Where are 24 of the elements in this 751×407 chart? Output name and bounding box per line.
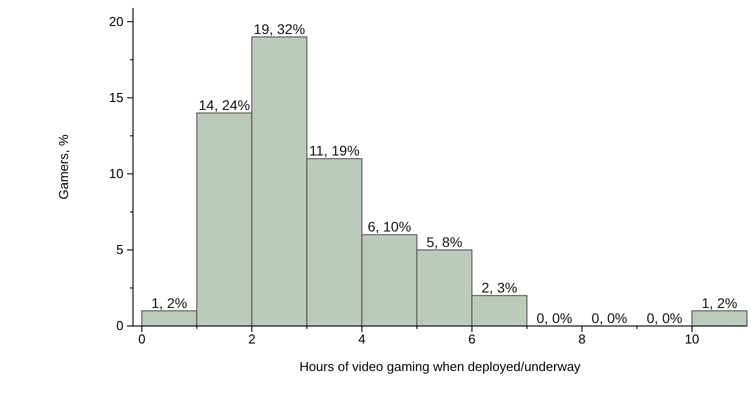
data-label: 11, 19% bbox=[309, 142, 360, 159]
y-tick-label: 20 bbox=[109, 14, 124, 29]
x-axis-title: Hours of video gaming when deployed/underway bbox=[299, 359, 582, 374]
x-tick-label: 4 bbox=[358, 331, 366, 346]
y-tick-label: 0 bbox=[116, 318, 124, 334]
data-label: 2, 3% bbox=[482, 280, 518, 296]
data-label: 5, 8% bbox=[426, 234, 462, 250]
data-label: 0, 0% bbox=[592, 310, 628, 326]
x-tick-label: 6 bbox=[468, 331, 476, 346]
x-tick-label: 0 bbox=[138, 331, 146, 346]
y-axis-title: Gamers, % bbox=[56, 134, 71, 200]
data-label: 19, 32% bbox=[254, 20, 306, 37]
data-label: 0, 0% bbox=[646, 310, 682, 326]
y-tick-label: 15 bbox=[109, 90, 124, 105]
data-label: 0, 0% bbox=[536, 310, 572, 326]
x-tick-label: 10 bbox=[684, 331, 700, 346]
x-tick-label: 8 bbox=[578, 331, 586, 346]
data-label: 1, 2% bbox=[702, 294, 738, 311]
data-label: 6, 10% bbox=[368, 218, 412, 235]
x-tick-label: 2 bbox=[248, 331, 256, 346]
data-label: 14, 24% bbox=[198, 96, 250, 113]
data-label: 1, 2% bbox=[151, 294, 188, 311]
y-tick-label: 10 bbox=[109, 166, 124, 182]
y-tick-label: 5 bbox=[116, 242, 124, 258]
